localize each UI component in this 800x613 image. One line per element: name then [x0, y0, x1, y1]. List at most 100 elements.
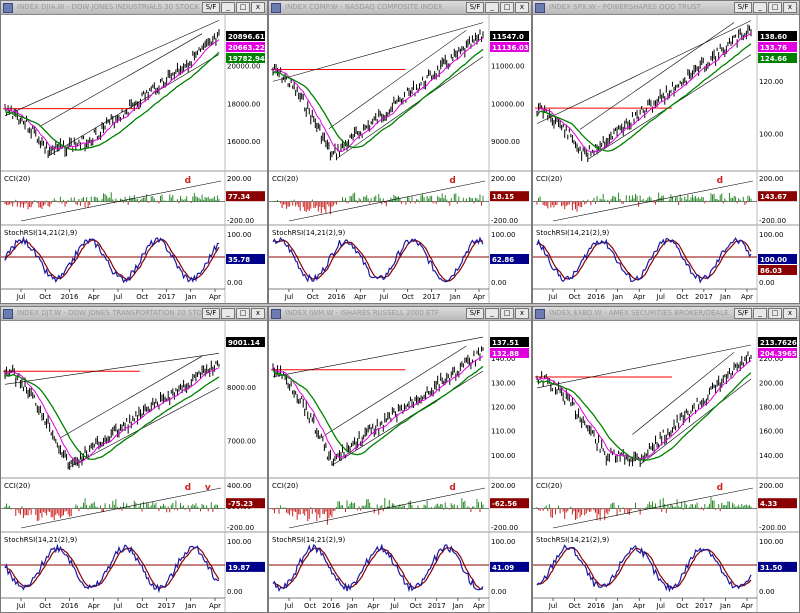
- window-titlebar[interactable]: INDEX DJIA.W - DOW JONES INDUSTRIALS 30 …: [1, 1, 267, 15]
- price-bars: [536, 24, 752, 163]
- time-axis-label: Apr: [741, 602, 753, 610]
- price-axis-label: 10000.00: [491, 100, 524, 108]
- time-axis-label: 2017: [158, 293, 176, 301]
- stochrsi-value-box: [226, 561, 265, 572]
- window-titlebar[interactable]: INDEX COMP.W - NASDAQ COMPOSITE INDEX S/…: [269, 1, 531, 15]
- stochrsi-panel-label: StochRSI(14,21(2),9): [272, 229, 345, 237]
- window-titlebar[interactable]: INDEX IWM.W - ISHARES RUSSELL 2000 ETF S…: [269, 307, 531, 321]
- cci-histogram: [536, 497, 752, 521]
- chart-window-3[interactable]: INDEX SPX.W - POWERSHARES QQQ TRUST S/F …: [532, 0, 800, 304]
- stochrsi-value-label: 35.78: [228, 256, 250, 264]
- last-value-box: [490, 42, 529, 52]
- time-axis-label: Oct: [136, 293, 148, 301]
- last-value-box: [490, 348, 529, 358]
- chart-window-icon[interactable]: [535, 309, 545, 319]
- chart-window-6[interactable]: INDEX.$XBD.W - AMEX SECURITIES BROKER/DE…: [532, 306, 800, 613]
- plot-background: [533, 321, 799, 612]
- cci-value-box: [490, 498, 529, 509]
- stochrsi-line: [536, 544, 752, 593]
- last-value-label: 138.60: [760, 33, 787, 41]
- time-axis-label: 2017: [158, 602, 176, 610]
- stochrsi-value-box: [490, 254, 529, 264]
- divergence-marker: d: [449, 483, 455, 493]
- minimize-button[interactable]: _: [221, 2, 235, 13]
- price-axis-label: 200.00: [759, 379, 784, 387]
- last-value-box: [226, 31, 265, 41]
- time-axis-label: 2016: [322, 602, 340, 610]
- chart-plot-area: 120.00 100.00 138.60 133.76 124.66 CCI(20) d 20…: [533, 15, 799, 303]
- time-axis-label: Oct: [304, 602, 316, 610]
- stochrsi-panel-label: StochRSI(14,21(2),9): [536, 229, 609, 237]
- minimize-button[interactable]: _: [221, 308, 235, 319]
- minimize-button[interactable]: _: [485, 308, 499, 319]
- stochrsi-axis-label: 0.00: [759, 588, 775, 596]
- maximize-button[interactable]: □: [236, 2, 250, 13]
- sf-button[interactable]: S/F: [202, 2, 220, 13]
- time-axis-label: Apr: [633, 293, 645, 301]
- minimize-button[interactable]: _: [753, 308, 767, 319]
- cci-trend-line: [552, 180, 754, 222]
- chart-window-2[interactable]: INDEX COMP.W - NASDAQ COMPOSITE INDEX S/…: [268, 0, 532, 304]
- chart-window-icon[interactable]: [271, 309, 281, 319]
- maximize-button[interactable]: □: [236, 308, 250, 319]
- time-axis-label: Apr: [367, 602, 379, 610]
- sf-button[interactable]: S/F: [466, 308, 484, 319]
- window-titlebar[interactable]: INDEX.$XBD.W - AMEX SECURITIES BROKER/DE…: [533, 307, 799, 321]
- sf-button[interactable]: S/F: [734, 308, 752, 319]
- time-axis-label: 2017: [695, 293, 713, 301]
- divergence-marker: d: [449, 176, 455, 186]
- stochrsi-signal-line: [4, 546, 220, 589]
- chart-window-4[interactable]: INDEX DJT.W - DOW JONES TRANSPORTATION 2…: [0, 306, 268, 613]
- close-button[interactable]: x: [783, 2, 797, 13]
- close-button[interactable]: x: [515, 2, 529, 13]
- price-axis-label: 20000.00: [227, 63, 260, 71]
- close-button[interactable]: x: [783, 308, 797, 319]
- time-axis-label: Apr: [354, 293, 366, 301]
- time-axis-label: Jul: [284, 293, 294, 301]
- close-button[interactable]: x: [251, 2, 265, 13]
- cci-axis-label: -200.00: [491, 217, 518, 225]
- cci-axis-label: -200.00: [759, 524, 786, 532]
- sf-button[interactable]: S/F: [466, 2, 484, 13]
- price-axis-label: 160.00: [759, 428, 784, 436]
- sf-button[interactable]: S/F: [734, 2, 752, 13]
- minimize-button[interactable]: _: [753, 2, 767, 13]
- window-titlebar[interactable]: INDEX DJT.W - DOW JONES TRANSPORTATION 2…: [1, 307, 267, 321]
- window-titlebar[interactable]: INDEX SPX.W - POWERSHARES QQQ TRUST S/F …: [533, 1, 799, 15]
- stochrsi-value-label: 41.09: [492, 564, 514, 572]
- chart-window-icon[interactable]: [271, 3, 281, 13]
- chart-window-icon[interactable]: [535, 3, 545, 13]
- trend-channel-line: [40, 33, 203, 127]
- close-button[interactable]: x: [515, 308, 529, 319]
- maximize-button[interactable]: □: [768, 2, 782, 13]
- trend-channel-line: [579, 22, 735, 130]
- minimize-button[interactable]: _: [485, 2, 499, 13]
- time-axis-label: Jan: [611, 293, 623, 301]
- stochrsi-value-box: [758, 254, 797, 264]
- cci-axis-label: -200.00: [227, 217, 254, 225]
- chart-window-1[interactable]: INDEX DJIA.W - DOW JONES INDUSTRIALS 30 …: [0, 0, 268, 304]
- time-axis-label: Oct: [569, 602, 581, 610]
- time-axis-label: Apr: [741, 293, 753, 301]
- chart-window-5[interactable]: INDEX IWM.W - ISHARES RUSSELL 2000 ETF S…: [268, 306, 532, 613]
- chart-window-icon[interactable]: [3, 309, 13, 319]
- close-button[interactable]: x: [251, 308, 265, 319]
- cci-value-box: [226, 498, 265, 509]
- maximize-button[interactable]: □: [500, 308, 514, 319]
- stochrsi-axis-label: 100.00: [227, 538, 252, 546]
- time-axis-label: Oct: [402, 293, 414, 301]
- slow-moving-average-line: [272, 48, 484, 149]
- last-value-label: 132.88: [492, 350, 519, 358]
- time-axis-label: Jan: [719, 602, 731, 610]
- maximize-button[interactable]: □: [768, 308, 782, 319]
- maximize-button[interactable]: □: [500, 2, 514, 13]
- trend-channel-line: [536, 344, 752, 389]
- cci-value-label: 4.33: [760, 500, 777, 508]
- last-value-box: [758, 337, 797, 347]
- chart-plot-area: 11000.00 10000.00 9000.00 11547.0 11136.03 CC…: [269, 15, 531, 303]
- time-axis-label: Apr: [209, 602, 221, 610]
- time-axis-label: Jan: [611, 602, 623, 610]
- chart-window-icon[interactable]: [3, 3, 13, 13]
- sf-button[interactable]: S/F: [202, 308, 220, 319]
- cci-trend-line: [20, 180, 222, 222]
